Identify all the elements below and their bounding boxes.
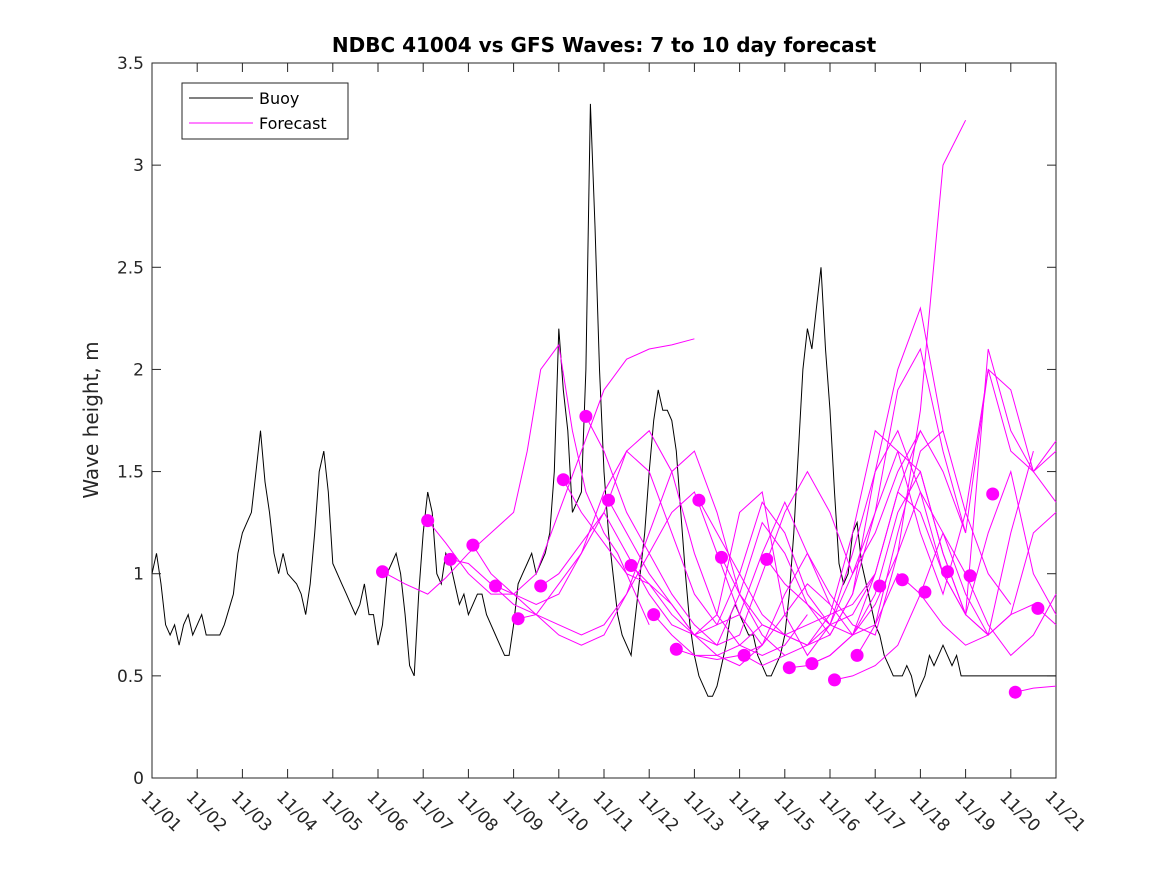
forecast-start-marker [805, 657, 819, 671]
y-tick-label: 3 [133, 156, 144, 176]
forecast-start-marker [579, 409, 593, 423]
forecast-start-marker [850, 648, 864, 662]
forecast-start-marker [421, 514, 435, 528]
y-tick-label: 0 [133, 769, 144, 789]
forecast-series-line [427, 338, 695, 595]
legend: Buoy Forecast [181, 82, 349, 140]
y-tick-label: 1.5 [117, 463, 144, 483]
forecast-series-line [811, 490, 1057, 665]
forecast-series-line [517, 450, 831, 626]
axes-box [151, 62, 1057, 779]
y-tick-label: 2 [133, 360, 144, 380]
legend-box [181, 82, 349, 140]
y-tick-label: 2.5 [117, 258, 144, 278]
forecast-start-marker [895, 573, 909, 587]
forecast-series-line [698, 450, 1034, 646]
forecast-marker-layer [376, 409, 1045, 699]
legend-forecast-label: Forecast [259, 114, 327, 133]
legend-buoy-label: Buoy [259, 89, 299, 108]
y-tick-label: 0.5 [117, 667, 144, 687]
buoy-layer [151, 103, 1056, 698]
forecast-start-marker [489, 579, 502, 593]
forecast-start-marker [760, 552, 774, 566]
chart-title: NDBC 41004 vs GFS Waves: 7 to 10 day for… [332, 33, 877, 57]
forecast-start-marker [511, 612, 525, 626]
forecast-start-marker [715, 550, 728, 564]
buoy-series-line [151, 103, 1056, 698]
forecast-series-line [608, 347, 967, 646]
forecast-start-marker [534, 579, 548, 593]
forecast-series-line [766, 348, 1057, 636]
forecast-series-line [472, 450, 786, 656]
forecast-start-marker [873, 579, 887, 593]
y-axis-label: Wave height, m [79, 341, 103, 498]
forecast-start-marker [443, 552, 457, 566]
y-axis-ticks: 0 0.5 1 1.5 2 2.5 3 3.5 [117, 54, 1056, 789]
forecast-series-line [382, 343, 650, 626]
forecast-start-marker [669, 642, 683, 656]
forecast-start-marker [782, 661, 796, 675]
forecast-series-line [562, 430, 921, 657]
forecast-start-marker [737, 648, 751, 662]
forecast-start-marker [1031, 601, 1045, 615]
forecast-start-marker [963, 569, 977, 583]
plot-area [151, 62, 1057, 779]
forecast-series-line [856, 572, 1057, 656]
forecast-start-marker [647, 608, 661, 622]
forecast-start-marker [692, 493, 706, 507]
forecast-series-line [834, 531, 1057, 681]
y-tick-label: 1 [133, 565, 144, 585]
forecast-start-marker [918, 585, 932, 599]
forecast-series-line [676, 429, 1012, 661]
forecast-start-marker [828, 673, 841, 687]
forecast-start-marker [1008, 685, 1022, 699]
forecast-start-marker [602, 493, 615, 507]
y-tick-label: 3.5 [117, 54, 144, 74]
forecast-series-line [653, 429, 989, 656]
forecast-start-marker [376, 565, 389, 579]
forecast-start-marker [624, 559, 638, 572]
forecast-layer [382, 119, 1057, 693]
forecast-start-marker [466, 538, 480, 552]
forecast-start-marker [941, 565, 954, 579]
forecast-start-marker [986, 487, 1000, 501]
forecast-series-line [743, 369, 1057, 667]
forecast-start-marker [556, 473, 570, 487]
forecast-series-line [630, 119, 967, 667]
